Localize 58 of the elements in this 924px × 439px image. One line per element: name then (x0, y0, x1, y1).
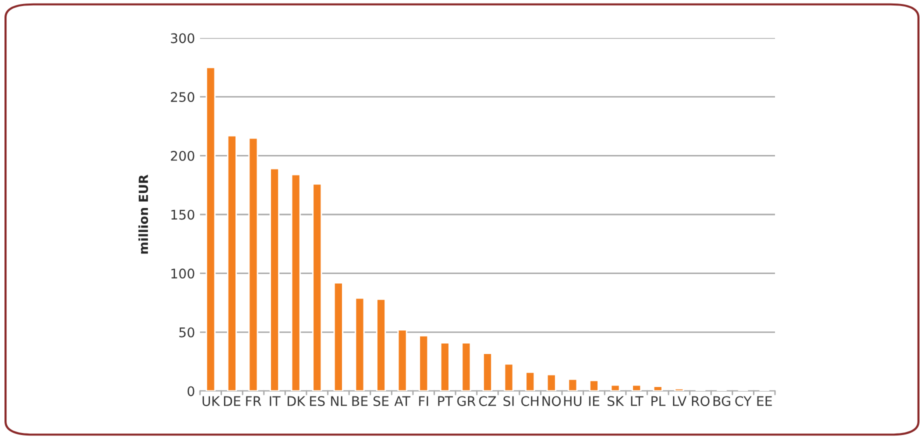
bar (568, 378, 578, 391)
bar (270, 168, 280, 391)
x-tick-label: IE (589, 396, 600, 406)
x-tick-label: EE (757, 396, 772, 406)
bar (546, 374, 556, 391)
bar (397, 329, 408, 391)
bar (333, 282, 344, 391)
y-tick-label: 100 (171, 268, 194, 279)
x-tick-label: AT (394, 396, 410, 406)
x-tick-label: SK (608, 396, 624, 406)
bar (461, 342, 472, 391)
x-tick-label: FR (246, 396, 262, 406)
bar (482, 352, 492, 391)
x-tick-label: PL (652, 396, 666, 406)
x-tick-label: RO (692, 396, 710, 406)
x-tick-label: HU (564, 396, 582, 406)
x-tick-label: CZ (479, 396, 496, 406)
x-tick-label: NO (542, 396, 561, 406)
bar (504, 363, 514, 391)
x-tick-label: FI (419, 396, 428, 406)
bar (206, 66, 216, 391)
bar (632, 384, 642, 391)
bar (610, 384, 620, 391)
bar (674, 388, 684, 391)
bar (525, 371, 536, 391)
x-tick-label: GR (457, 396, 476, 406)
y-tick-label: 200 (170, 150, 194, 161)
x-tick-label: DE (224, 396, 240, 406)
bar (652, 386, 663, 391)
x-tick-label: SI (504, 396, 514, 406)
x-tick-label: ES (310, 396, 325, 406)
x-tick-label: LV (673, 396, 687, 406)
x-tick-label: IT (270, 396, 281, 406)
bar (418, 335, 429, 391)
x-tick-label: NL (331, 396, 347, 406)
x-tick-label: PT (438, 396, 453, 406)
x-tick-label: SE (374, 396, 389, 406)
bar (589, 380, 599, 391)
y-tick-label: 0 (188, 386, 194, 396)
bar (354, 297, 365, 391)
y-tick-label: 300 (170, 33, 194, 44)
y-tick-label: 50 (179, 327, 194, 338)
bar (290, 174, 301, 391)
bar (440, 342, 450, 391)
x-tick-label: CY (735, 396, 752, 406)
x-tick-label: LT (631, 396, 644, 406)
bar (376, 298, 386, 391)
x-tick-label: UK (202, 396, 220, 406)
x-tick-label: BE (352, 396, 368, 406)
x-tick-label: DK (288, 396, 306, 406)
x-tick-label: BG (714, 396, 730, 406)
y-tick-label: 250 (170, 92, 194, 102)
bar (226, 134, 237, 391)
bar (312, 183, 322, 391)
y-tick-label: 150 (171, 210, 194, 220)
bar (248, 137, 258, 391)
y-axis-title: million EUR (138, 174, 148, 254)
x-tick-label: CH (521, 396, 538, 406)
